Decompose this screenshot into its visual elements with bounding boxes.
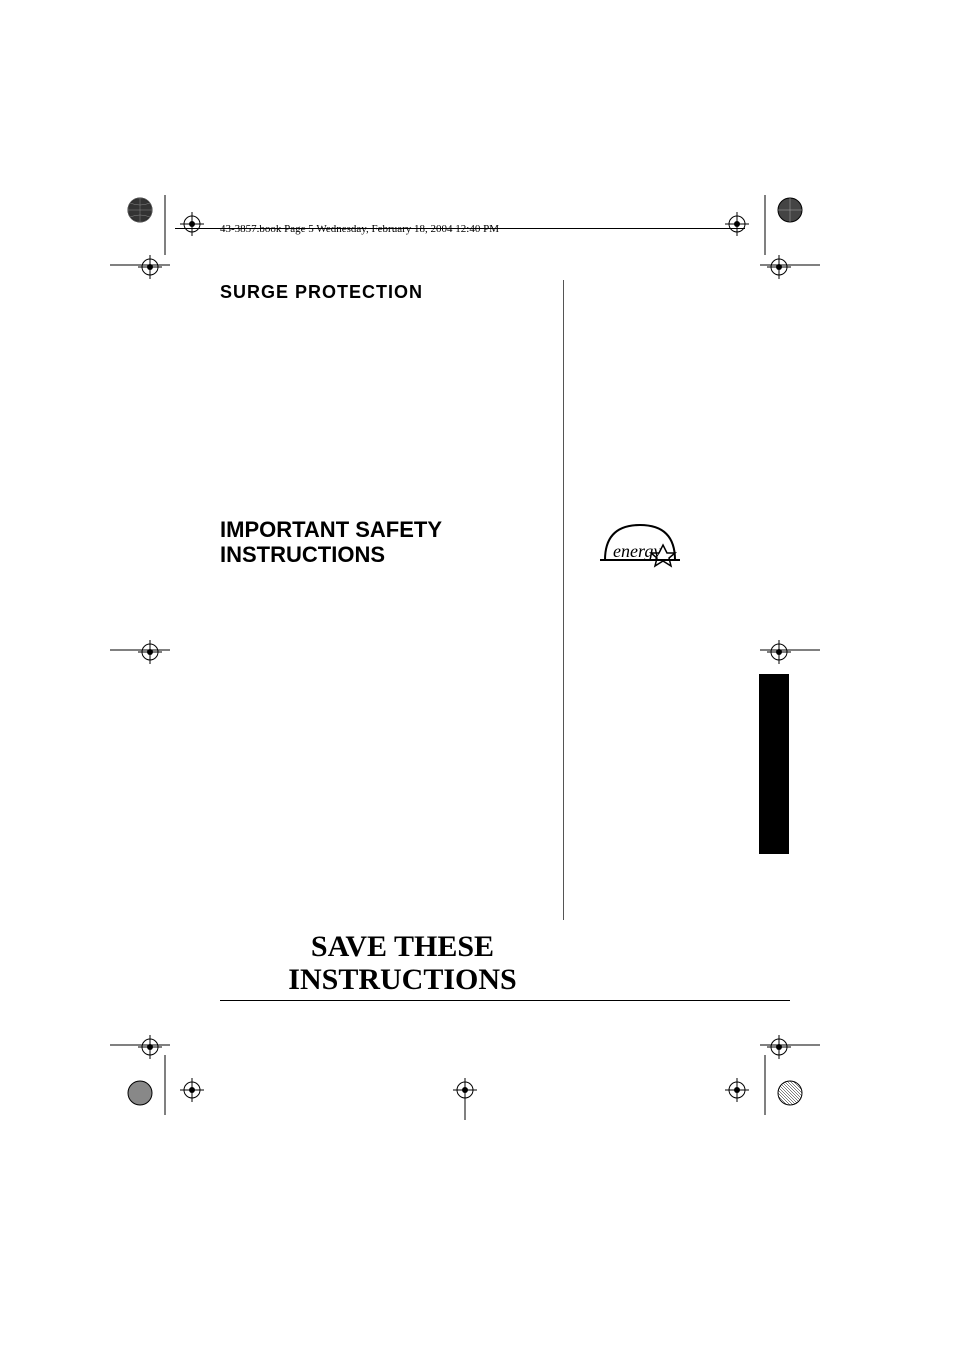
heading-important-line1: IMPORTANT SAFETY xyxy=(220,517,442,542)
crop-mark-top-right-globe xyxy=(775,195,805,225)
crop-mark-line-bl-v xyxy=(155,1055,175,1115)
crop-mark-line-bc-v xyxy=(443,1090,487,1120)
page-header-text: 43-3857.book Page 5 Wednesday, February … xyxy=(220,223,499,235)
crop-mark-bot-right-target xyxy=(725,1078,749,1102)
crop-mark-second-right-target xyxy=(767,255,791,279)
crop-mark-line-tl-v xyxy=(155,195,175,255)
column-divider xyxy=(563,280,564,920)
crop-mark-bot-left-target xyxy=(180,1078,204,1102)
footer-rule-line xyxy=(220,1000,790,1001)
heading-important-line2: INSTRUCTIONS xyxy=(220,542,385,567)
heading-save-instructions: SAVE THESE INSTRUCTIONS xyxy=(240,930,565,996)
crop-mark-top-left-globe xyxy=(125,195,155,225)
crop-mark-line-tr-v xyxy=(755,195,775,255)
crop-mark-second-left-target xyxy=(138,255,162,279)
crop-mark-line-br-v xyxy=(755,1055,775,1115)
crop-mark-top-right-target xyxy=(725,212,749,236)
page-tab-marker xyxy=(759,674,789,854)
crop-mark-mid-right-target xyxy=(767,640,791,664)
heading-important-safety: IMPORTANT SAFETY INSTRUCTIONS xyxy=(220,517,442,568)
section-title: SURGE PROTECTION xyxy=(220,282,423,303)
crop-mark-mid-left-target xyxy=(138,640,162,664)
energy-star-logo: energy xyxy=(595,510,685,595)
crop-mark-bot-left-globe xyxy=(125,1078,155,1108)
crop-mark-bot-right-globe xyxy=(775,1078,805,1108)
crop-mark-top-left-target xyxy=(180,212,204,236)
svg-text:energy: energy xyxy=(613,541,661,561)
